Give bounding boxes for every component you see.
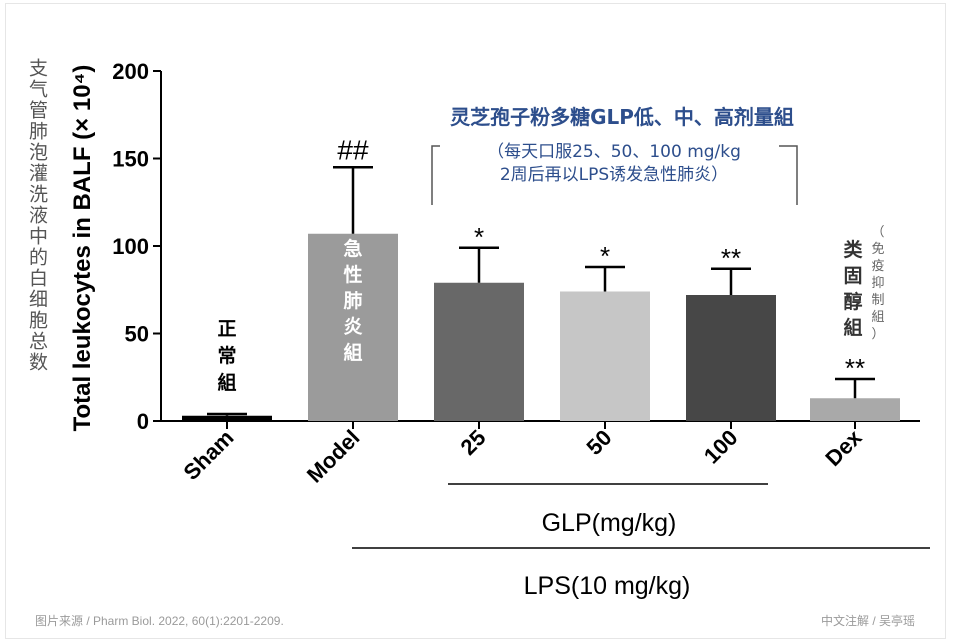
bar [810,398,900,421]
svg-text:正常組: 正常組 [217,318,236,394]
significance-marker: ## [337,134,369,165]
svg-text:（免疫抑制組）: （免疫抑制組） [871,225,884,342]
y-tick-label: 150 [112,147,149,172]
category-label: Model [302,425,365,488]
y-tick-label: 0 [137,409,149,434]
glp-title: 灵芝孢子粉多糖GLP低、中、高剂量組 [450,105,794,129]
lps-group-label: LPS(10 mg/kg) [524,572,691,600]
y-tick-label: 100 [112,234,149,259]
glp-bracket-right [779,145,798,205]
bar [182,415,272,421]
bar [686,295,776,421]
glp-group-label: GLP(mg/kg) [542,509,677,537]
bar [308,233,398,421]
significance-marker: * [600,241,610,271]
bar [560,291,650,421]
y-axis-label: Total leukocytes in BALF (× 10⁴) [69,65,96,432]
category-label: 100 [699,425,743,469]
credit-caption: 中文注解 / 吴亭瑶 [820,614,915,628]
svg-text:急性肺炎組: 急性肺炎組 [343,237,362,364]
svg-text:类固醇組: 类固醇組 [843,238,862,339]
glp-bracket-left [431,145,440,205]
significance-marker: ** [721,243,741,273]
significance-marker: * [474,222,484,252]
source-caption: 图片来源 / Pharm Biol. 2022, 60(1):2201-2209… [35,614,284,628]
category-label: Sham [178,425,238,485]
dex-note: （免疫抑制組） [871,225,884,342]
category-label: Dex [820,424,867,471]
category-label: 25 [456,425,491,460]
dex-annotation: 类固醇組 [843,238,862,339]
ylabel-chinese: 支气管肺泡灌洗液中的白细胞总数 [26,58,48,373]
significance-marker: ** [845,353,865,383]
category-label: 50 [582,425,617,460]
sham-annotation: 正常組 [217,318,236,394]
glp-note-line2: 2周后再以LPS诱发急性肺炎） [500,165,728,185]
figure-frame [5,3,946,639]
glp-note-line1: （每天口服25、50、100 mg/kg [487,142,741,162]
y-tick-label: 50 [125,322,149,347]
model-annotation: 急性肺炎組 [343,237,362,364]
y-tick-label: 200 [112,59,149,84]
bar [434,282,524,421]
